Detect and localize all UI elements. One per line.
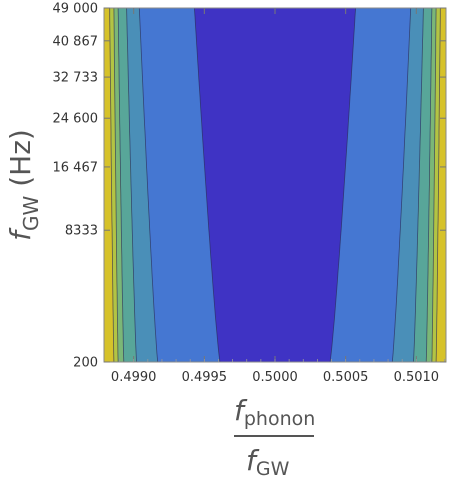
contour-line	[391, 8, 412, 362]
contour-line	[431, 8, 437, 362]
x-tick-label: 0.5010	[394, 370, 440, 385]
x-axis-title-numerator: fphonon	[234, 394, 315, 430]
x-axis-title-denominator-sub: GW	[256, 458, 290, 480]
x-tick-label: 0.4990	[111, 370, 157, 385]
contour-line	[413, 8, 424, 362]
contour-band	[194, 8, 356, 362]
y-tick-label: 200	[73, 356, 98, 371]
y-axis-ticks: 200 8333 16 467 24 600 32 733 40 867 49 000	[53, 2, 446, 371]
contour-line	[126, 8, 137, 362]
contour-line	[138, 8, 159, 362]
y-axis-title-sub: GW	[19, 195, 43, 230]
y-tick-label: 49 000	[53, 2, 99, 17]
contour-line	[117, 8, 125, 362]
contour-bands	[104, 8, 446, 362]
x-axis-title-denominator: fGW	[246, 444, 290, 480]
x-tick-label: 0.4995	[182, 370, 228, 385]
x-tick-label: 0.5000	[252, 370, 298, 385]
contour-lines	[109, 8, 441, 362]
y-tick-label: 16 467	[53, 160, 99, 175]
x-axis-title-numerator-sub: phonon	[244, 408, 315, 430]
x-tick-label: 0.5005	[323, 370, 369, 385]
y-tick-label: 8333	[65, 224, 98, 239]
contour-line	[109, 8, 115, 362]
y-tick-label: 40 867	[53, 34, 99, 49]
y-tick-label: 24 600	[53, 112, 99, 127]
contour-line	[194, 8, 221, 362]
y-axis-title: fGW (Hz)	[4, 129, 43, 241]
y-tick-label: 32 733	[53, 71, 99, 86]
contour-line	[329, 8, 356, 362]
contour-line	[425, 8, 433, 362]
contour-line	[435, 8, 441, 362]
contour-line	[113, 8, 119, 362]
x-axis-ticks: 0.4990 0.4995 0.5000 0.5005 0.5010	[111, 8, 445, 385]
y-axis-title-unit: (Hz)	[4, 129, 37, 196]
